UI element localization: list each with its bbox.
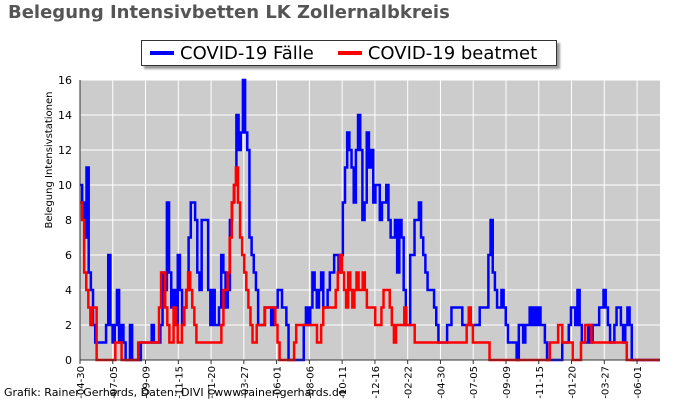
legend-label-beatmet: COVID-19 beatmet [367, 42, 538, 64]
legend-item-faelle: COVID-19 Fälle [144, 43, 314, 64]
x-tick-labels: -04-30 -07-05 -09-09 -11-15 -01-20 -03-27 -06-… [76, 360, 644, 399]
y-tick-label: 12 [58, 144, 72, 157]
x-tick-label: -01-20 [568, 366, 579, 399]
x-tick-label: -11-15 [535, 366, 546, 399]
y-tick-label: 10 [58, 179, 72, 192]
y-tick-labels: 0 2 4 6 8 10 12 14 16 [58, 74, 72, 367]
x-tick-label: -12-16 [371, 366, 382, 399]
x-tick-label: -08-06 [305, 366, 316, 399]
x-tick-label: -09-09 [502, 366, 513, 399]
x-tick-label: -03-27 [240, 366, 251, 399]
y-tick-label: 8 [65, 214, 72, 227]
y-tick-label: 0 [65, 354, 72, 367]
x-tick-label: -06-01 [273, 366, 284, 399]
legend-swatch-faelle [150, 51, 174, 55]
x-tick-label: -04-30 [76, 366, 87, 399]
x-tick-label: -06-01 [633, 366, 644, 399]
y-tick-label: 6 [65, 249, 72, 262]
y-tick-label: 4 [65, 284, 72, 297]
chart-title: Belegung Intensivbetten LK Zollernalbkre… [8, 2, 450, 23]
y-tick-label: 14 [58, 109, 72, 122]
y-tick-label: 2 [65, 319, 72, 332]
y-tick-label: 16 [58, 74, 72, 87]
legend-label-faelle: COVID-19 Fälle [180, 42, 314, 64]
x-tick-label: -09-09 [142, 366, 153, 399]
legend-item-beatmet: COVID-19 beatmet [332, 43, 537, 64]
x-tick-label: -03-27 [600, 366, 611, 399]
x-tick-label: -01-20 [207, 366, 218, 399]
x-tick-label: -02-22 [404, 366, 415, 399]
legend-swatch-beatmet [337, 51, 362, 55]
x-tick-label: -07-05 [469, 366, 480, 399]
x-tick-label: -07-05 [109, 366, 120, 399]
credit-text: Grafik: Rainer Gerhards, Daten: DIVI | w… [4, 386, 346, 399]
legend: COVID-19 Fälle COVID-19 beatmet [141, 40, 557, 66]
x-tick-label: -04-30 [436, 366, 447, 399]
x-tick-label: -11-15 [174, 366, 185, 399]
x-tick-label: -10-11 [338, 366, 349, 399]
y-axis-label: Belegung Intensivstationen [44, 91, 55, 228]
